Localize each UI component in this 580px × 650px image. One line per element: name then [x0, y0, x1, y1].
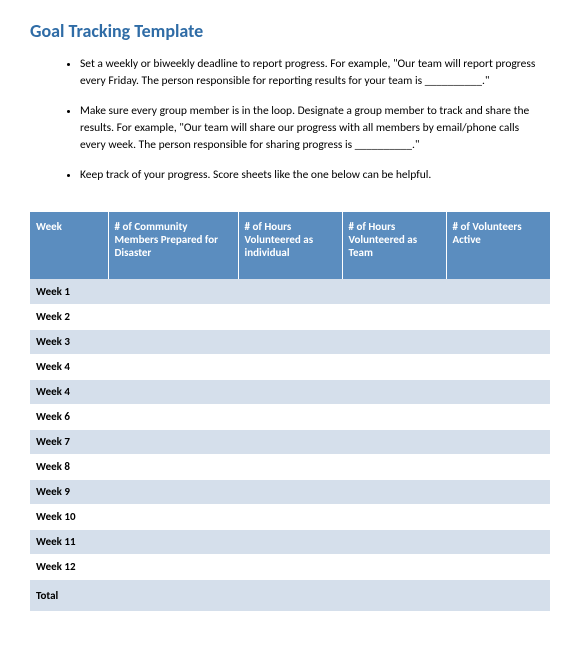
total-cell: [446, 579, 550, 611]
instruction-item: Keep track of your progress. Score sheet…: [80, 167, 550, 184]
row-cell: [342, 479, 446, 504]
row-label: Week 4: [30, 379, 108, 404]
col-header-hours-team: # of Hours Volunteered as Team: [342, 212, 446, 279]
table-row: Week 7: [30, 429, 550, 454]
row-cell: [238, 329, 342, 354]
row-cell: [446, 479, 550, 504]
row-cell: [342, 404, 446, 429]
page: Goal Tracking Template Set a weekly or b…: [0, 0, 580, 632]
row-cell: [108, 554, 238, 579]
row-cell: [108, 354, 238, 379]
row-cell: [342, 429, 446, 454]
row-label: Week 2: [30, 304, 108, 329]
table-header-row: Week # of Community Members Prepared for…: [30, 212, 550, 279]
total-cell: [238, 579, 342, 611]
row-label: Week 10: [30, 504, 108, 529]
row-cell: [342, 329, 446, 354]
row-cell: [446, 304, 550, 329]
row-label: Week 6: [30, 404, 108, 429]
row-cell: [108, 304, 238, 329]
col-header-hours-indiv: # of Hours Volunteered as individual: [238, 212, 342, 279]
col-header-week: Week: [30, 212, 108, 279]
row-cell: [238, 504, 342, 529]
instructions-list: Set a weekly or biweekly deadline to rep…: [30, 56, 550, 184]
row-cell: [342, 279, 446, 304]
total-cell: [342, 579, 446, 611]
row-cell: [342, 554, 446, 579]
total-label: Total: [30, 579, 108, 611]
table-row: Week 3: [30, 329, 550, 354]
row-cell: [342, 504, 446, 529]
row-cell: [238, 379, 342, 404]
row-label: Week 9: [30, 479, 108, 504]
row-cell: [446, 529, 550, 554]
row-cell: [446, 429, 550, 454]
row-cell: [108, 329, 238, 354]
row-cell: [108, 279, 238, 304]
table-row: Week 2: [30, 304, 550, 329]
row-cell: [108, 529, 238, 554]
row-label: Week 3: [30, 329, 108, 354]
row-cell: [446, 279, 550, 304]
row-cell: [108, 504, 238, 529]
row-cell: [108, 379, 238, 404]
col-header-members: # of Community Members Prepared for Disa…: [108, 212, 238, 279]
instruction-item: Make sure every group member is in the l…: [80, 103, 550, 153]
tracking-table: Week # of Community Members Prepared for…: [30, 212, 550, 612]
row-cell: [446, 504, 550, 529]
row-label: Week 7: [30, 429, 108, 454]
table-row: Week 9: [30, 479, 550, 504]
table-row: Week 8: [30, 454, 550, 479]
row-cell: [238, 529, 342, 554]
row-cell: [342, 529, 446, 554]
row-cell: [238, 304, 342, 329]
row-cell: [446, 379, 550, 404]
row-cell: [108, 479, 238, 504]
row-cell: [238, 404, 342, 429]
row-cell: [446, 404, 550, 429]
row-cell: [342, 454, 446, 479]
row-cell: [446, 354, 550, 379]
row-cell: [238, 429, 342, 454]
page-title: Goal Tracking Template: [30, 20, 550, 42]
total-cell: [108, 579, 238, 611]
row-cell: [342, 304, 446, 329]
row-cell: [108, 454, 238, 479]
table-row: Week 4: [30, 354, 550, 379]
row-cell: [342, 379, 446, 404]
row-cell: [108, 429, 238, 454]
col-header-volunteers: # of Volunteers Active: [446, 212, 550, 279]
table-row: Week 4: [30, 379, 550, 404]
row-cell: [342, 354, 446, 379]
total-row: Total: [30, 579, 550, 611]
row-cell: [238, 279, 342, 304]
row-cell: [238, 454, 342, 479]
table-row: Week 6: [30, 404, 550, 429]
table-body: Week 1Week 2Week 3Week 4Week 4Week 6Week…: [30, 279, 550, 611]
row-cell: [446, 554, 550, 579]
instruction-item: Set a weekly or biweekly deadline to rep…: [80, 56, 550, 89]
row-cell: [446, 454, 550, 479]
row-cell: [238, 354, 342, 379]
row-label: Week 11: [30, 529, 108, 554]
row-cell: [238, 554, 342, 579]
row-label: Week 4: [30, 354, 108, 379]
table-row: Week 12: [30, 554, 550, 579]
row-cell: [108, 404, 238, 429]
row-cell: [238, 479, 342, 504]
row-label: Week 12: [30, 554, 108, 579]
row-cell: [446, 329, 550, 354]
table-row: Week 1: [30, 279, 550, 304]
row-label: Week 8: [30, 454, 108, 479]
table-row: Week 11: [30, 529, 550, 554]
table-row: Week 10: [30, 504, 550, 529]
row-label: Week 1: [30, 279, 108, 304]
